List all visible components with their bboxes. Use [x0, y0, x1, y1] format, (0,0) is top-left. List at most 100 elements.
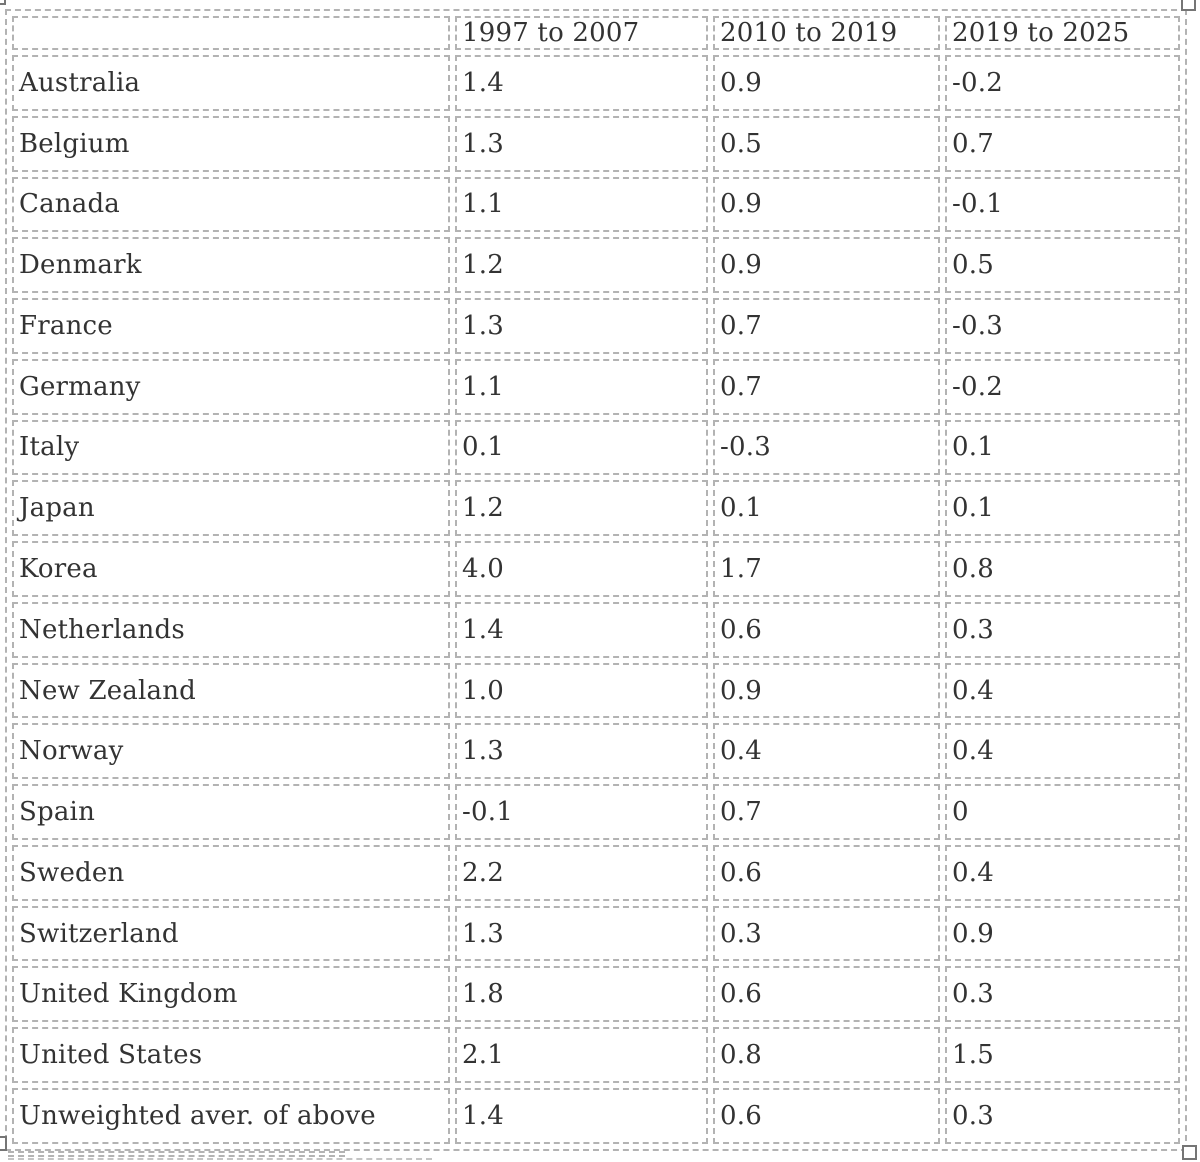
value-cell[interactable]: -0.1 — [945, 176, 1180, 233]
value-cell[interactable]: 1.1 — [455, 358, 708, 415]
value-cell[interactable]: 0.3 — [945, 966, 1180, 1023]
row-label-cell[interactable]: Spain — [12, 784, 450, 840]
column-header-cell-period2[interactable]: 2010 to 2019 — [713, 16, 940, 50]
value-cell[interactable]: 1.3 — [455, 905, 708, 962]
value-cell[interactable]: 0.4 — [945, 662, 1180, 719]
value-cell[interactable]: 1.5 — [945, 1027, 1180, 1084]
value-cell[interactable]: 0.8 — [945, 541, 1180, 597]
value-cell[interactable]: 0.4 — [945, 723, 1180, 780]
selection-handle-bottom-right[interactable] — [1182, 1145, 1197, 1160]
value-cell[interactable]: 0.3 — [945, 601, 1180, 658]
row-label-cell[interactable]: Germany — [12, 358, 450, 415]
value-cell[interactable]: 0.5 — [945, 237, 1180, 294]
row-label-cell[interactable]: Switzerland — [12, 905, 450, 962]
value-cell[interactable]: 0.1 — [713, 480, 940, 537]
table: 1997 to 2007 2010 to 2019 2019 to 2025 A… — [7, 11, 1185, 1149]
row-label-cell[interactable]: France — [12, 298, 450, 354]
table-row: Japan 1.2 0.1 0.1 — [12, 480, 1180, 537]
data-table: 1997 to 2007 2010 to 2019 2019 to 2025 A… — [5, 9, 1187, 1151]
table-row: Norway 1.3 0.4 0.4 — [12, 723, 1180, 780]
value-cell[interactable]: 0.7 — [713, 298, 940, 354]
value-cell[interactable]: 4.0 — [455, 541, 708, 597]
value-cell[interactable]: 1.4 — [455, 601, 708, 658]
value-cell[interactable]: 0.1 — [945, 480, 1180, 537]
value-cell[interactable]: 0.7 — [713, 358, 940, 415]
table-row: New Zealand 1.0 0.9 0.4 — [12, 662, 1180, 719]
value-cell[interactable]: 0.5 — [713, 115, 940, 172]
value-cell[interactable]: 0.1 — [455, 419, 708, 476]
value-cell[interactable]: 1.2 — [455, 237, 708, 294]
table-row: Italy 0.1 -0.3 0.1 — [12, 419, 1180, 476]
value-cell[interactable]: 0.3 — [945, 1088, 1180, 1144]
row-label-cell[interactable]: Belgium — [12, 115, 450, 172]
value-cell[interactable]: 1.8 — [455, 966, 708, 1023]
row-label-cell[interactable]: United States — [12, 1027, 450, 1084]
table-row: Korea 4.0 1.7 0.8 — [12, 541, 1180, 597]
table-row: Spain -0.1 0.7 0 — [12, 784, 1180, 840]
selection-handle-top-left[interactable] — [0, 0, 6, 5]
column-header-cell-period1[interactable]: 1997 to 2007 — [455, 16, 708, 50]
table-row: Netherlands 1.4 0.6 0.3 — [12, 601, 1180, 658]
table-row: Canada 1.1 0.9 -0.1 — [12, 176, 1180, 233]
table-row: United Kingdom 1.8 0.6 0.3 — [12, 966, 1180, 1023]
row-label-cell[interactable]: Australia — [12, 55, 450, 111]
value-cell[interactable]: 1.2 — [455, 480, 708, 537]
column-header-cell-period3[interactable]: 2019 to 2025 — [945, 16, 1180, 50]
row-label-cell[interactable]: United Kingdom — [12, 966, 450, 1023]
value-cell[interactable]: 1.1 — [455, 176, 708, 233]
value-cell[interactable]: 0.9 — [713, 176, 940, 233]
value-cell[interactable]: 2.2 — [455, 844, 708, 901]
value-cell[interactable]: 0.9 — [713, 662, 940, 719]
value-cell[interactable]: 0.6 — [713, 966, 940, 1023]
row-label-cell[interactable]: Japan — [12, 480, 450, 537]
row-label-cell[interactable]: Netherlands — [12, 601, 450, 658]
row-label-cell[interactable]: Unweighted aver. of above — [12, 1088, 450, 1144]
table-row: Unweighted aver. of above 1.4 0.6 0.3 — [12, 1088, 1180, 1144]
value-cell[interactable]: 1.0 — [455, 662, 708, 719]
selection-handle-top-right[interactable] — [1181, 0, 1196, 11]
value-cell[interactable]: 0.9 — [713, 55, 940, 111]
column-header-cell-blank[interactable] — [12, 16, 450, 50]
table-row: Germany 1.1 0.7 -0.2 — [12, 358, 1180, 415]
value-cell[interactable]: 0.9 — [945, 905, 1180, 962]
value-cell[interactable]: 0.3 — [713, 905, 940, 962]
value-cell[interactable]: -0.3 — [713, 419, 940, 476]
value-cell[interactable]: -0.3 — [945, 298, 1180, 354]
table-row: Denmark 1.2 0.9 0.5 — [12, 237, 1180, 294]
value-cell[interactable]: 0.6 — [713, 844, 940, 901]
partial-element-below-strip — [8, 1151, 345, 1157]
value-cell[interactable]: -0.1 — [455, 784, 708, 840]
row-label-cell[interactable]: Denmark — [12, 237, 450, 294]
row-label-cell[interactable]: Sweden — [12, 844, 450, 901]
table-row: Belgium 1.3 0.5 0.7 — [12, 115, 1180, 172]
row-label-cell[interactable]: Italy — [12, 419, 450, 476]
value-cell[interactable]: 0 — [945, 784, 1180, 840]
row-label-cell[interactable]: New Zealand — [12, 662, 450, 719]
value-cell[interactable]: -0.2 — [945, 358, 1180, 415]
value-cell[interactable]: 1.4 — [455, 1088, 708, 1144]
table-row: United States 2.1 0.8 1.5 — [12, 1027, 1180, 1084]
value-cell[interactable]: -0.2 — [945, 55, 1180, 111]
value-cell[interactable]: 0.8 — [713, 1027, 940, 1084]
value-cell[interactable]: 0.7 — [713, 784, 940, 840]
row-label-cell[interactable]: Norway — [12, 723, 450, 780]
value-cell[interactable]: 0.9 — [713, 237, 940, 294]
row-label-cell[interactable]: Korea — [12, 541, 450, 597]
value-cell[interactable]: 0.6 — [713, 1088, 940, 1144]
value-cell[interactable]: 2.1 — [455, 1027, 708, 1084]
value-cell[interactable]: 1.3 — [455, 723, 708, 780]
value-cell[interactable]: 1.7 — [713, 541, 940, 597]
value-cell[interactable]: 0.4 — [945, 844, 1180, 901]
value-cell[interactable]: 0.4 — [713, 723, 940, 780]
selection-handle-bottom-left[interactable] — [0, 1136, 7, 1151]
value-cell[interactable]: 0.7 — [945, 115, 1180, 172]
value-cell[interactable]: 0.6 — [713, 601, 940, 658]
value-cell[interactable]: 0.1 — [945, 419, 1180, 476]
value-cell[interactable]: 1.3 — [455, 298, 708, 354]
partial-element-below-line — [8, 1158, 432, 1160]
value-cell[interactable]: 1.4 — [455, 55, 708, 111]
table-row: Australia 1.4 0.9 -0.2 — [12, 55, 1180, 111]
row-label-cell[interactable]: Canada — [12, 176, 450, 233]
value-cell[interactable]: 1.3 — [455, 115, 708, 172]
